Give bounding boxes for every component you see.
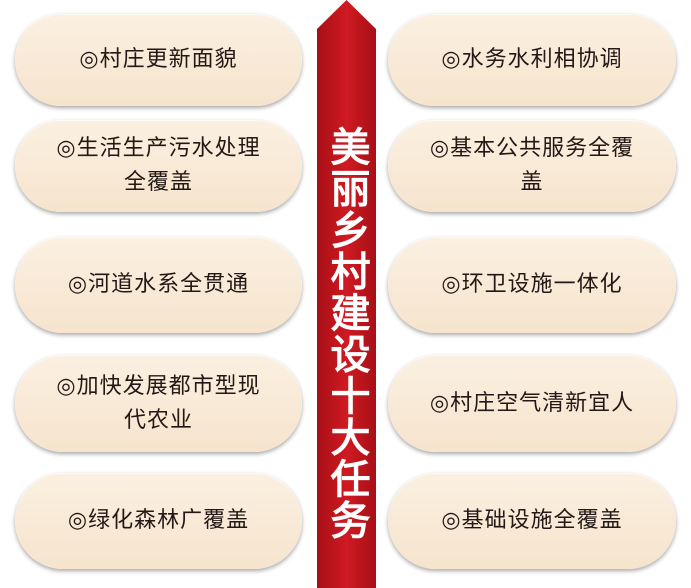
task-card-public-services: ◎基本公共服务全覆 盖 bbox=[388, 120, 676, 212]
task-label: ◎基本公共服务全覆 盖 bbox=[429, 136, 635, 195]
banner-arrow-shape bbox=[317, 0, 376, 588]
task-card-urban-agriculture: ◎加快发展都市型现 代农业 bbox=[15, 355, 302, 452]
task-card-sewage-treatment: ◎生活生产污水处理 全覆盖 bbox=[15, 120, 302, 212]
task-label: ◎加快发展都市型现 代农业 bbox=[56, 373, 261, 433]
task-card-forest-coverage: ◎绿化森林广覆盖 bbox=[15, 473, 302, 569]
task-card-waterway-connection: ◎河道水系全贯通 bbox=[15, 237, 302, 333]
task-label: ◎水务水利相协调 bbox=[441, 47, 623, 72]
task-label: ◎河道水系全贯通 bbox=[67, 272, 250, 297]
task-label: ◎环卫设施一体化 bbox=[441, 272, 623, 297]
task-label: ◎村庄更新面貌 bbox=[79, 47, 238, 72]
center-banner: 美丽乡村建设十大任务 bbox=[317, 0, 376, 588]
task-card-clean-air: ◎村庄空气清新宜人 bbox=[388, 355, 676, 452]
task-label: ◎生活生产污水处理 全覆盖 bbox=[56, 136, 261, 195]
task-card-infrastructure: ◎基础设施全覆盖 bbox=[388, 473, 676, 569]
task-label: ◎基础设施全覆盖 bbox=[441, 508, 623, 533]
task-card-water-affairs: ◎水务水利相协调 bbox=[388, 14, 676, 106]
task-card-sanitation: ◎环卫设施一体化 bbox=[388, 237, 676, 333]
center-title: 美丽乡村建设十大任务 bbox=[323, 126, 371, 541]
task-label: ◎绿化森林广覆盖 bbox=[67, 508, 250, 533]
task-label: ◎村庄空气清新宜人 bbox=[429, 390, 635, 416]
task-card-village-renewal: ◎村庄更新面貌 bbox=[15, 14, 302, 106]
